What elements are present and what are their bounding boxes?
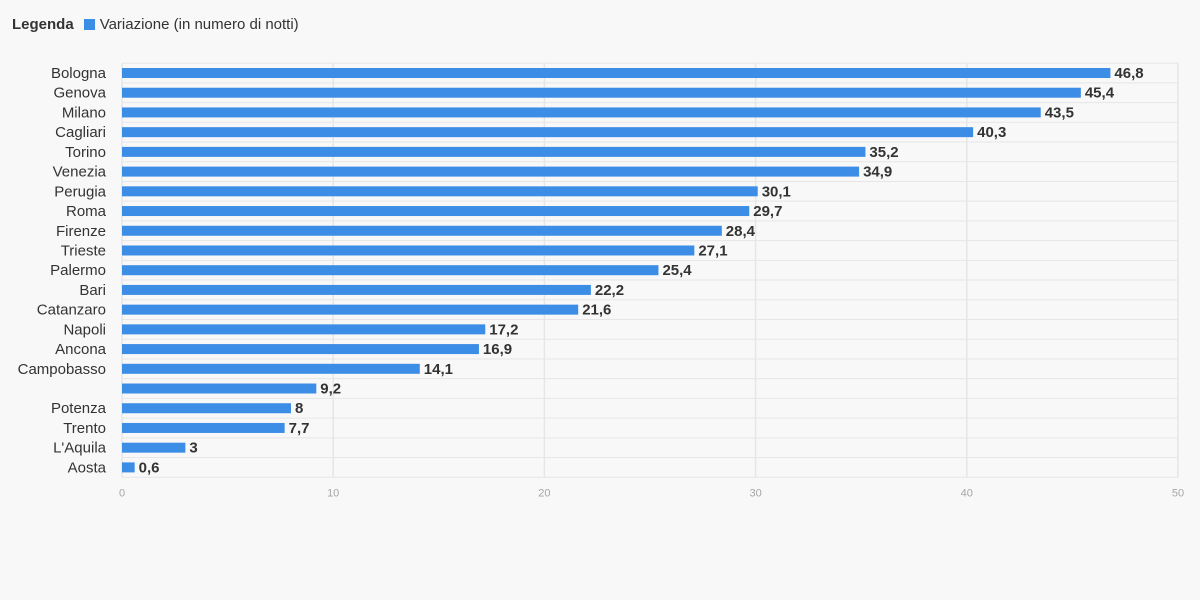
value-label: 14,1	[424, 361, 453, 378]
bar	[122, 87, 1081, 98]
bar	[122, 304, 579, 315]
bar	[122, 344, 479, 355]
value-label: 45,4	[1085, 85, 1115, 102]
category-label: Firenze	[56, 223, 106, 240]
category-label: Potenza	[51, 400, 107, 417]
value-label: 9,2	[320, 381, 341, 398]
value-label: 7,7	[289, 420, 310, 437]
category-label: Roma	[66, 203, 107, 220]
category-label: Bari	[79, 282, 106, 299]
category-label: Ancona	[55, 341, 107, 358]
bar	[122, 127, 974, 138]
value-label: 21,6	[582, 302, 611, 319]
bar	[122, 462, 135, 473]
category-label: Torino	[65, 144, 106, 161]
bar	[122, 146, 866, 157]
category-label: Catanzaro	[37, 302, 106, 319]
bar	[122, 107, 1041, 118]
bar	[122, 245, 695, 256]
bar	[122, 383, 317, 394]
bar	[122, 422, 285, 433]
category-label: Palermo	[50, 262, 106, 279]
category-label: Perugia	[54, 183, 106, 200]
legend-swatch	[83, 18, 95, 30]
bar	[122, 403, 291, 414]
value-label: 0,6	[139, 459, 160, 476]
value-label: 40,3	[977, 124, 1006, 141]
value-label: 43,5	[1045, 104, 1074, 121]
category-label: Genova	[53, 85, 106, 102]
category-label: Venezia	[53, 164, 107, 181]
bar	[122, 324, 486, 335]
category-label: Napoli	[63, 321, 106, 338]
bar	[122, 284, 591, 295]
bar	[122, 225, 722, 236]
x-tick-label: 20	[538, 487, 550, 499]
grid	[121, 62, 1179, 478]
legend-series-label: Variazione (in numero di notti)	[99, 15, 299, 33]
legend: Legenda Variazione (in numero di notti)	[12, 13, 299, 35]
value-label: 30,1	[762, 183, 791, 200]
x-tick-label: 0	[119, 487, 125, 499]
value-label: 46,8	[1114, 65, 1143, 82]
bar	[122, 442, 186, 453]
value-label: 3	[189, 440, 197, 457]
category-label: L'Aquila	[53, 440, 107, 457]
legend-title: Legenda	[12, 15, 74, 33]
bar	[122, 186, 758, 197]
category-label: Aosta	[68, 459, 107, 476]
bar	[122, 265, 659, 276]
value-label: 34,9	[863, 164, 892, 181]
x-tick-label: 10	[327, 487, 339, 499]
category-label: Campobasso	[18, 361, 106, 378]
bar	[122, 363, 420, 374]
value-label: 25,4	[662, 262, 692, 279]
category-label: Trento	[63, 420, 106, 437]
x-tick-label: 30	[749, 487, 761, 499]
value-label: 17,2	[489, 321, 518, 338]
bar	[122, 68, 1111, 78]
value-label: 29,7	[753, 203, 782, 220]
value-label: 35,2	[869, 144, 898, 161]
value-label: 27,1	[698, 242, 727, 259]
value-label: 8	[295, 400, 303, 417]
category-label: Bologna	[51, 65, 107, 82]
category-label: Trieste	[61, 242, 106, 259]
value-label: 16,9	[483, 341, 512, 358]
category-label: Milano	[62, 104, 106, 121]
x-tick-label: 40	[961, 487, 973, 499]
x-tick-label: 50	[1172, 487, 1184, 499]
value-label: 22,2	[595, 282, 624, 299]
value-label: 28,4	[726, 223, 756, 240]
category-label: Cagliari	[55, 124, 106, 141]
bar	[122, 166, 860, 177]
bar	[122, 206, 750, 217]
